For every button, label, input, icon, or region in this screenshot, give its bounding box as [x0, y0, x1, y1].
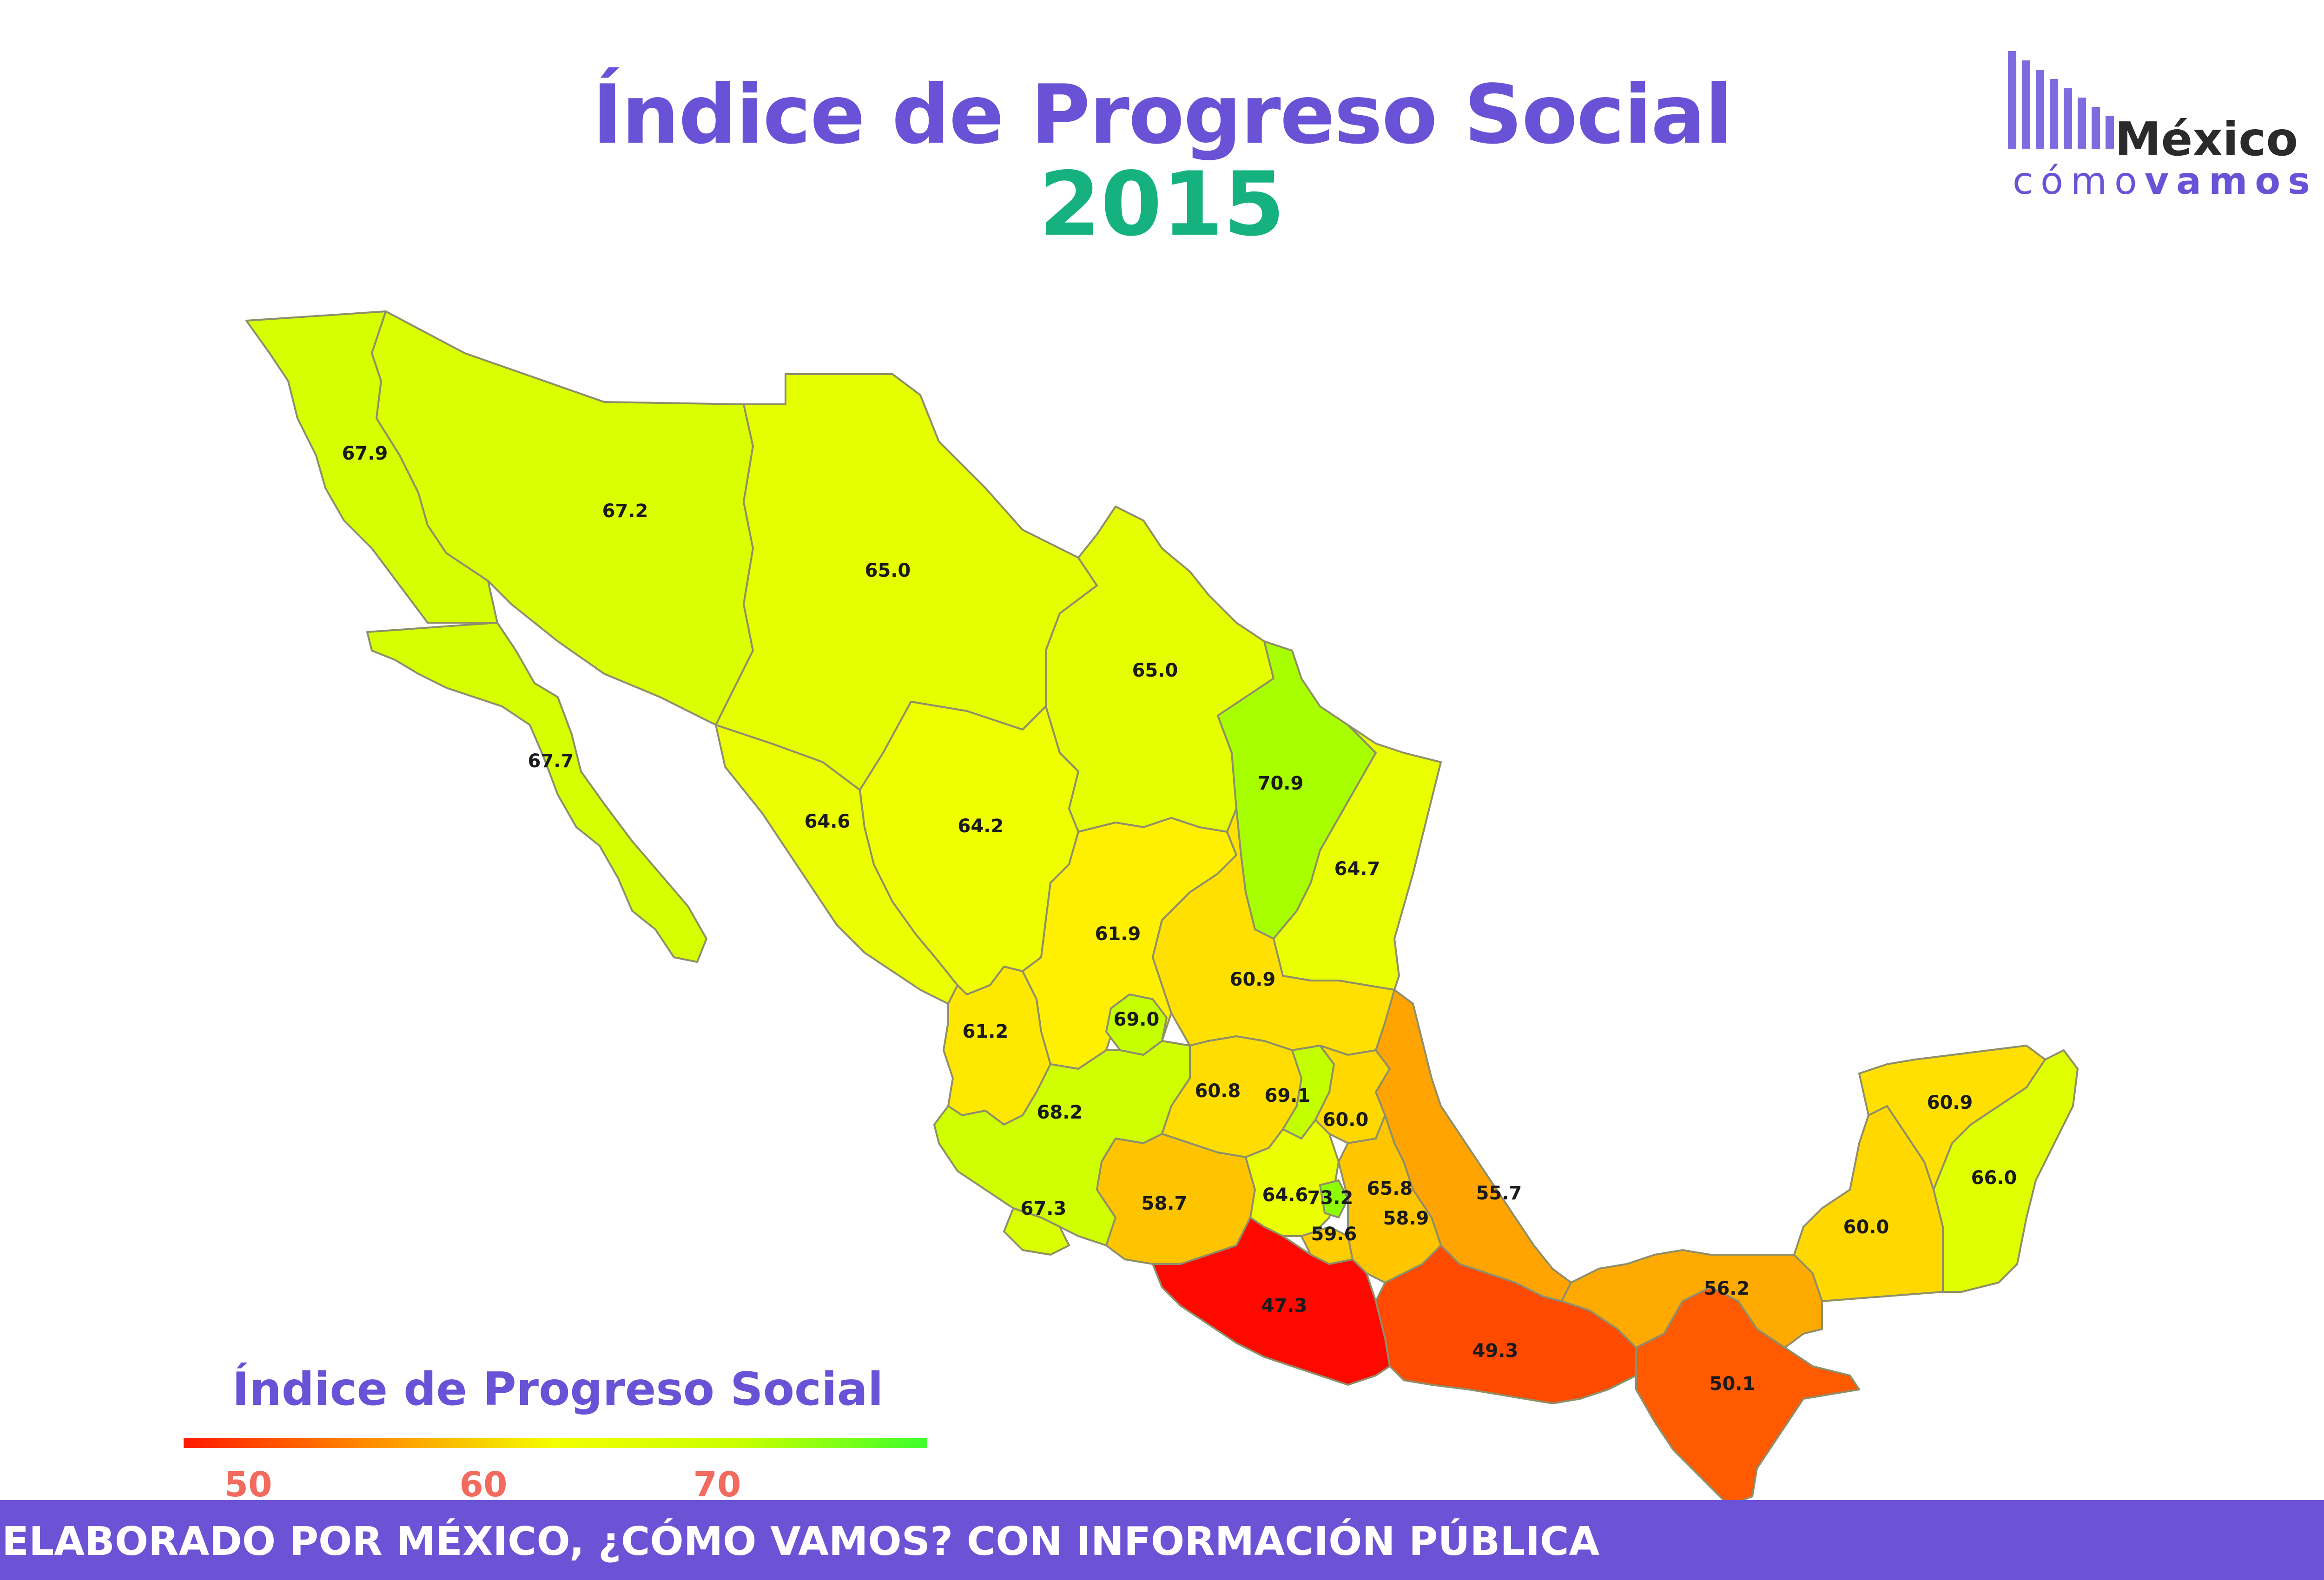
legend-tick-60: 60 — [459, 1465, 508, 1505]
logo-tag-light: cómo — [2013, 159, 2145, 203]
label-sinaloa: 64.6 — [805, 811, 851, 832]
label-chiapas: 50.1 — [1710, 1373, 1756, 1395]
label-nuevo-leon: 70.9 — [1258, 773, 1304, 794]
state-tabasco[interactable] — [1561, 1249, 1823, 1349]
label-campeche: 60.0 — [1843, 1217, 1889, 1238]
label-tamaulipas: 64.7 — [1334, 858, 1380, 880]
state-colima[interactable] — [1003, 1207, 1070, 1256]
label-michoacan: 58.7 — [1142, 1193, 1188, 1214]
label-durango: 64.2 — [958, 816, 1004, 837]
label-baja-california-sur: 67.7 — [528, 750, 574, 772]
label-tabasco: 56.2 — [1704, 1278, 1750, 1299]
label-veracruz: 55.7 — [1476, 1183, 1522, 1204]
footer-credit: ELABORADO POR MÉXICO, ¿CÓMO VAMOS? CON I… — [2, 1519, 1600, 1565]
state-estado-de-mexico[interactable] — [1245, 1119, 1340, 1237]
states-layer — [245, 310, 2079, 1507]
label-coahuila: 65.0 — [1132, 660, 1178, 681]
map-year: 2015 — [1039, 153, 1285, 256]
legend-tick-70: 70 — [693, 1465, 741, 1505]
map-title: Índice de Progreso Social — [592, 68, 1733, 162]
logo-tagline: cómovamos — [2013, 160, 2317, 202]
label-ciudad-de-mexico: 73.2 — [1307, 1187, 1353, 1209]
logo-tag-bold: vamos — [2144, 159, 2317, 203]
label-colima: 67.3 — [1021, 1198, 1067, 1219]
mexico-como-vamos-logo: México cómovamos — [1999, 46, 2310, 202]
label-tlaxcala: 65.8 — [1367, 1178, 1413, 1199]
label-aguascalientes: 69.0 — [1114, 1009, 1160, 1030]
label-guerrero: 47.3 — [1261, 1295, 1307, 1317]
label-jalisco: 68.2 — [1037, 1102, 1083, 1123]
label-chihuahua: 65.0 — [865, 560, 911, 581]
state-labels-layer: 67.9 67.7 67.2 65.0 65.0 70.9 64.7 64.6 … — [342, 443, 2017, 1395]
label-guanajuato: 60.8 — [1195, 1080, 1241, 1102]
label-yucatan: 60.9 — [1927, 1092, 1973, 1113]
footer-bar: ELABORADO POR MÉXICO, ¿CÓMO VAMOS? CON I… — [0, 1500, 2324, 1580]
label-puebla: 58.9 — [1383, 1208, 1429, 1229]
legend-title: Índice de Progreso Social — [232, 1363, 884, 1416]
state-ciudad-de-mexico[interactable] — [1319, 1179, 1349, 1218]
label-quintana-roo: 66.0 — [1971, 1167, 2017, 1189]
label-nayarit: 61.2 — [963, 1021, 1009, 1042]
label-oaxaca: 49.3 — [1472, 1340, 1519, 1362]
state-baja-california-sur[interactable] — [366, 622, 707, 963]
state-quintana-roo[interactable] — [1933, 1049, 2079, 1293]
label-hidalgo: 60.0 — [1323, 1109, 1369, 1131]
legend-tick-50: 50 — [224, 1465, 272, 1505]
label-queretaro: 69.1 — [1265, 1085, 1311, 1106]
label-baja-california: 67.9 — [342, 443, 388, 464]
label-morelos: 59.6 — [1311, 1224, 1357, 1245]
label-sonora: 67.2 — [602, 500, 648, 522]
label-zacatecas: 61.9 — [1095, 923, 1141, 945]
label-san-luis-potosi: 60.9 — [1230, 969, 1276, 990]
legend-color-bar — [184, 1438, 927, 1448]
logo-name: México — [2115, 112, 2298, 166]
label-estado-de-mexico: 64.6 — [1262, 1185, 1308, 1206]
